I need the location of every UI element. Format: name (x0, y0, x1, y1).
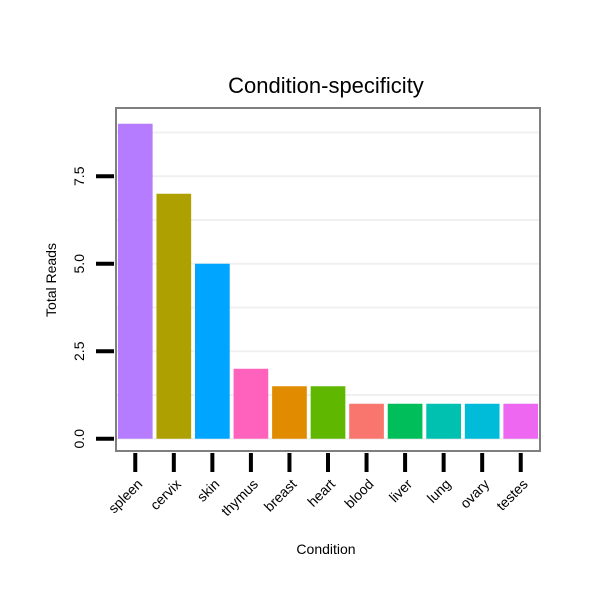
bar-cervix (156, 193, 192, 439)
y-tick-label: 0.0 (71, 429, 87, 449)
x-tick-label: spleen (105, 476, 145, 516)
y-axis-label: Total Reads (43, 243, 59, 317)
x-tick-label: ovary (457, 476, 493, 512)
bar-testes (503, 403, 539, 439)
x-tick-label: lung (424, 476, 454, 506)
bar-skin (195, 263, 230, 439)
x-tick-label: thymus (218, 476, 261, 519)
bar-heart (310, 386, 346, 439)
x-tick-label: cervix (147, 476, 184, 513)
x-axis-label: Condition (296, 541, 355, 557)
x-tick-label: skin (194, 476, 223, 505)
bars (117, 123, 539, 439)
bar-blood (349, 403, 384, 439)
y-tick-label: 7.5 (71, 166, 87, 186)
x-tick-label: testes (493, 476, 531, 514)
bar-lung (426, 403, 461, 439)
chart-title: Condition-specificity (228, 73, 424, 98)
bar-spleen (117, 123, 153, 439)
x-tick-label: heart (304, 476, 338, 510)
bar-thymus (233, 368, 269, 439)
x-tick-label: liver (386, 476, 416, 506)
y-tick-label: 2.5 (71, 341, 87, 361)
plot-panel-border (115, 107, 541, 452)
y-tick-label: 5.0 (71, 254, 87, 274)
bar-ovary (464, 403, 500, 439)
y-axis: 0.0 2.5 5.0 7.5 (71, 166, 114, 448)
x-tick-label: breast (261, 476, 300, 515)
x-tick-label: blood (341, 476, 377, 512)
bar-liver (387, 403, 423, 439)
bar-breast (272, 386, 307, 439)
